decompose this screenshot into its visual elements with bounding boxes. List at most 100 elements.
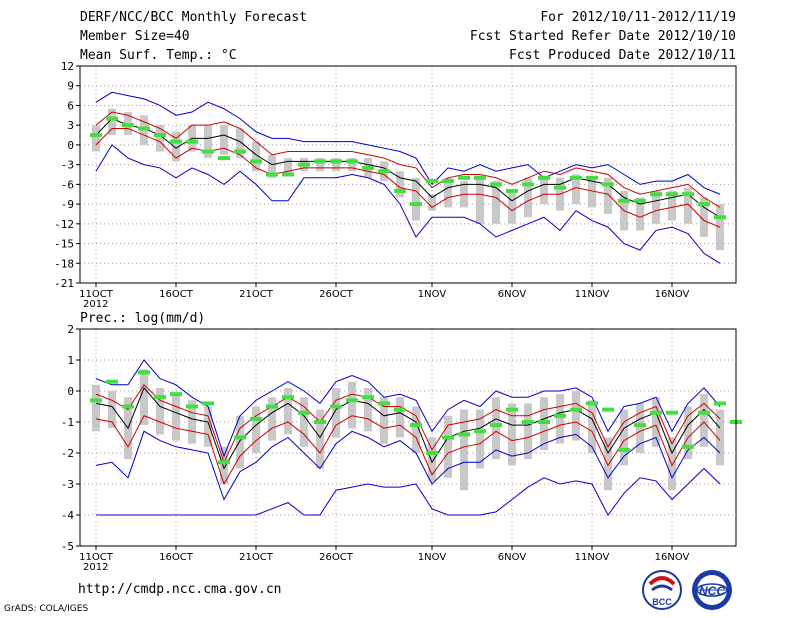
ensemble-range-bar — [620, 409, 628, 466]
y-tick-label: 0 — [67, 139, 74, 152]
y-tick-label: 3 — [67, 119, 74, 132]
ensemble-range-bar — [588, 400, 596, 453]
ensemble-range-bar — [588, 177, 596, 208]
y-tick-label: 9 — [67, 80, 74, 93]
reference-marker — [234, 435, 246, 440]
ncc-logo-text: NCC — [699, 584, 725, 598]
reference-marker — [570, 407, 582, 412]
y-tick-label: -15 — [54, 238, 74, 251]
reference-marker — [442, 179, 454, 184]
ensemble-range-bar — [220, 125, 228, 155]
ensemble-range-bar — [92, 125, 100, 152]
reference-marker — [698, 410, 710, 415]
header-right: For 2012/10/11-2012/11/19 Fcst Started R… — [470, 10, 736, 67]
reference-marker — [378, 401, 390, 406]
reference-marker — [554, 185, 566, 190]
ensemble-range-bar — [684, 187, 692, 224]
series-line-upper — [95, 384, 721, 464]
ensemble-range-bar — [156, 387, 164, 435]
member-size-label: Member Size=40 — [80, 29, 190, 44]
ensemble-range-bar — [444, 177, 452, 208]
reference-marker — [682, 444, 694, 449]
ensemble-range-bar — [284, 387, 292, 435]
fcst-started-label: Fcst Started Refer Date 2012/10/10 — [469, 29, 736, 44]
ensemble-range-bar — [572, 174, 580, 205]
reference-marker — [154, 395, 166, 400]
ensemble-range-bar — [716, 409, 724, 466]
ensemble-range-bar — [604, 177, 612, 214]
reference-marker — [618, 198, 630, 203]
ensemble-range-bar — [476, 409, 484, 469]
ensemble-range-bar — [316, 409, 324, 469]
reference-marker — [650, 192, 662, 197]
reference-marker — [346, 398, 358, 403]
reference-marker — [202, 149, 214, 154]
ensemble-range-bar — [156, 125, 164, 152]
reference-marker — [122, 404, 134, 409]
reference-marker — [170, 139, 182, 144]
ncc-logo: NCC — [692, 570, 732, 610]
x-tick-label: 11OCT — [79, 552, 114, 563]
ensemble-range-bar — [284, 158, 292, 175]
reference-marker — [122, 123, 134, 128]
reference-marker — [202, 401, 214, 406]
ensemble-range-bar — [636, 197, 644, 231]
reference-marker — [522, 182, 534, 187]
y-tick-label: -3 — [61, 159, 74, 172]
ensemble-range-bar — [636, 403, 644, 453]
reference-marker — [250, 159, 262, 164]
reference-marker — [106, 379, 118, 384]
source-url[interactable]: http://cmdp.ncc.cma.gov.cn — [78, 582, 282, 597]
ensemble-range-bar — [380, 397, 388, 444]
reference-marker — [170, 392, 182, 397]
series-line-min — [95, 430, 721, 501]
y-tick-label: -3 — [61, 478, 74, 491]
bcc-logo: BCC — [642, 570, 682, 610]
header-left: DERF/NCC/BCC Monthly Forecast Member Siz… — [80, 10, 307, 67]
ensemble-range-bar — [524, 177, 532, 218]
reference-marker — [394, 407, 406, 412]
ensemble-range-bar — [412, 177, 420, 221]
reference-marker — [154, 133, 166, 138]
ensemble-range-bar — [524, 403, 532, 460]
reference-marker — [522, 420, 534, 424]
reference-marker — [218, 460, 230, 465]
ensemble-range-bar — [172, 394, 180, 441]
ensemble-range-bar — [364, 387, 372, 432]
ensemble-range-bar — [428, 194, 436, 211]
reference-marker — [586, 401, 598, 406]
reference-marker — [138, 370, 150, 375]
reference-marker — [682, 192, 694, 197]
y-tick-label: 2 — [67, 323, 74, 336]
reference-marker — [714, 215, 726, 220]
reference-marker — [330, 404, 342, 409]
plot-frame — [79, 65, 737, 284]
ensemble-range-bar — [684, 406, 692, 460]
ensemble-range-bar — [460, 409, 468, 491]
ensemble-range-bar — [140, 369, 148, 426]
y-tick-label: -2 — [61, 447, 74, 460]
x-tick-label: 21OCT — [239, 552, 274, 563]
reference-marker — [218, 156, 230, 161]
ensemble-range-bar — [252, 406, 260, 453]
ensemble-range-bar — [204, 406, 212, 447]
reference-marker — [362, 165, 374, 170]
ensemble-range-bar — [204, 125, 212, 159]
ensemble-range-bar — [700, 394, 708, 447]
ensemble-range-bar — [220, 446, 228, 484]
grads-credit: GrADS: COLA/IGES — [4, 604, 89, 614]
x-tick-label: 26OCT — [319, 552, 354, 563]
chart-title: DERF/NCC/BCC Monthly Forecast — [80, 10, 307, 25]
reference-marker — [474, 175, 486, 180]
ensemble-range-bar — [300, 397, 308, 447]
reference-marker — [570, 175, 582, 180]
reference-marker — [602, 407, 614, 412]
x-tick-label: 1NOV — [418, 289, 447, 300]
variable-label: Mean Surf. Temp.: °C — [80, 48, 237, 63]
reference-marker — [314, 420, 326, 424]
ensemble-range-bar — [492, 181, 500, 224]
series-line-lower — [95, 415, 721, 486]
reference-marker — [186, 139, 198, 144]
series-line-max — [95, 91, 721, 195]
